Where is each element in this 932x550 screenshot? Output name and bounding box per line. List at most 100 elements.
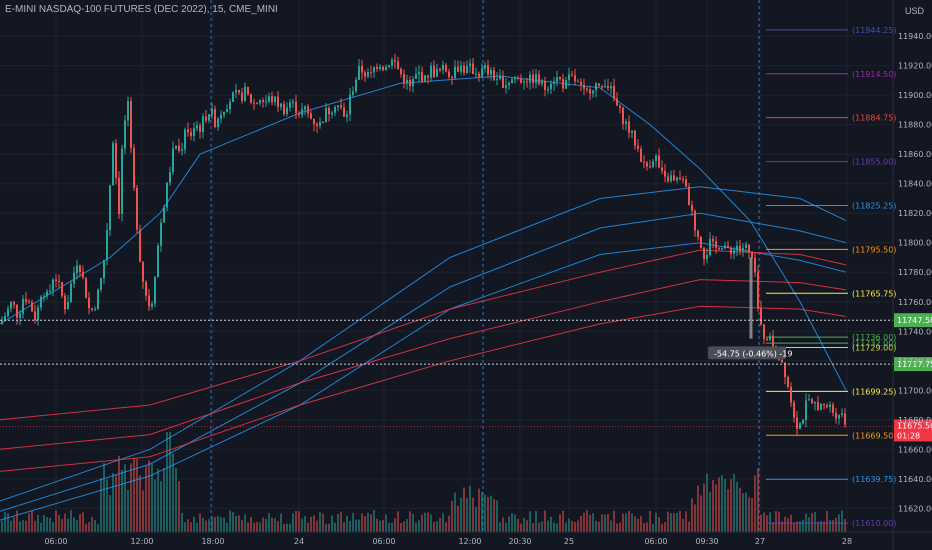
candle-body	[391, 59, 393, 66]
currency-label[interactable]: USD	[904, 6, 924, 16]
volume-bar	[568, 518, 570, 532]
volume-bar	[301, 518, 303, 532]
candle-body	[28, 301, 30, 303]
volume-bar	[553, 522, 555, 532]
candle-body	[670, 175, 672, 182]
candle-body	[805, 400, 807, 420]
volume-bar	[277, 521, 279, 532]
candle-body	[184, 129, 186, 150]
volume-bar	[262, 517, 264, 532]
volume-bar	[613, 510, 615, 532]
volume-bar	[196, 522, 198, 532]
volume-bar	[202, 517, 204, 532]
candle-body	[700, 236, 702, 248]
candle-body	[76, 265, 78, 273]
volume-bar	[73, 517, 75, 532]
candle-body	[94, 308, 96, 310]
volume-bar	[400, 523, 402, 532]
volume-bar	[448, 515, 450, 532]
candle-body	[583, 85, 585, 89]
current-price-label: 11675.50	[897, 421, 932, 430]
volume-bar	[661, 523, 663, 532]
volume-bar	[256, 521, 258, 532]
session-dividers	[210, 0, 760, 532]
level-label: (11729.00)	[852, 343, 896, 352]
candle-body	[736, 245, 738, 251]
candle-body	[79, 265, 81, 272]
volume-bar	[700, 495, 702, 532]
moving-average-line	[0, 305, 847, 472]
candle-body	[769, 335, 771, 341]
candle-body	[1, 320, 3, 324]
candle-body	[751, 252, 753, 258]
volume-bar	[199, 513, 201, 532]
candle-body	[43, 296, 45, 298]
candle-body	[238, 89, 240, 93]
volume-bar	[457, 505, 459, 532]
candle-body	[97, 289, 99, 309]
volume-bar	[469, 485, 471, 532]
candle-body	[295, 101, 297, 113]
candle-body	[133, 147, 135, 188]
candle-body	[427, 75, 429, 78]
volume-bar	[406, 519, 408, 532]
candle-body	[214, 109, 216, 127]
volume-bar	[265, 519, 267, 532]
volume-bar	[475, 506, 477, 532]
candle-body	[544, 80, 546, 90]
candle-body	[343, 107, 345, 117]
volume-bar	[715, 484, 717, 532]
volume-bar	[211, 516, 213, 532]
volume-bar	[625, 513, 627, 532]
volume-bar	[76, 520, 78, 532]
candle-body	[838, 414, 840, 419]
volume-bar	[643, 523, 645, 532]
volume-bar	[253, 522, 255, 532]
volume-bar	[250, 517, 252, 532]
volume-bar	[19, 521, 21, 532]
volume-bar	[58, 515, 60, 532]
volume-bar	[679, 510, 681, 532]
volume-bar	[217, 516, 219, 532]
candle-body	[130, 101, 132, 148]
symbol-title[interactable]: E-MINI NASDAQ-100 FUTURES (DEC 2022), 15…	[5, 4, 278, 15]
candle-body	[367, 72, 369, 77]
marker-badge	[894, 313, 932, 328]
candle-body	[67, 302, 69, 310]
volume-bar	[760, 514, 762, 532]
volume-bar	[397, 511, 399, 532]
volume-bar	[649, 510, 651, 532]
volume-bar	[271, 517, 273, 532]
volume-bar	[175, 468, 177, 532]
volume-bar	[310, 516, 312, 532]
candle-body	[619, 105, 621, 108]
volume-bar	[499, 522, 501, 532]
volume-bar	[802, 520, 804, 532]
candle-body	[532, 74, 534, 84]
volume-bar	[646, 522, 648, 532]
volume-bar	[532, 523, 534, 532]
volume-bar	[379, 520, 381, 532]
candle-body	[595, 83, 597, 91]
candle-body	[226, 109, 228, 112]
candle-body	[475, 73, 477, 75]
price-tick-label: 11900.00	[898, 91, 932, 100]
candle-body	[499, 76, 501, 79]
volume-bar	[796, 521, 798, 532]
moving-average-line	[0, 186, 847, 502]
candle-body	[154, 277, 156, 304]
candle-body	[397, 61, 399, 69]
volume-bar	[4, 511, 6, 532]
candle-body	[118, 177, 120, 214]
candle-body	[40, 296, 42, 308]
candle-body	[325, 107, 327, 123]
volume-bar	[598, 521, 600, 532]
candle-body	[190, 132, 192, 136]
candle-body	[157, 245, 159, 278]
candle-body	[784, 362, 786, 378]
volume-bar	[538, 522, 540, 532]
candle-body	[631, 130, 633, 133]
candle-body	[277, 96, 279, 107]
candle-body	[196, 125, 198, 129]
